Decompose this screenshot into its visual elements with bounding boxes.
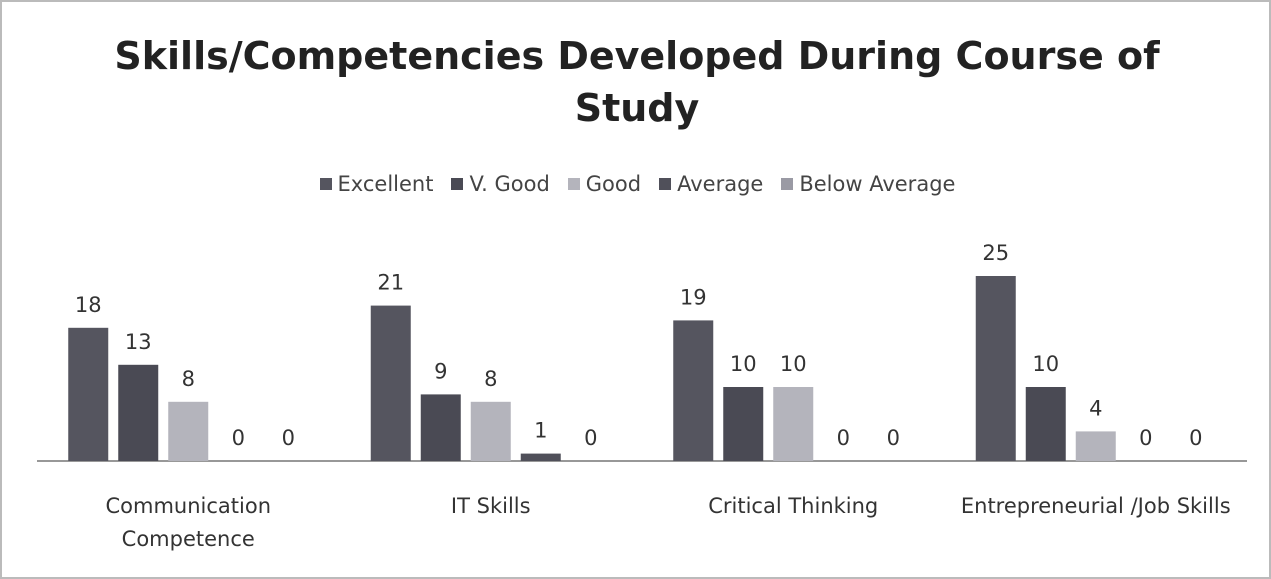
data-label: 13 bbox=[125, 330, 152, 354]
legend-label: V. Good bbox=[469, 172, 550, 196]
data-label: 21 bbox=[377, 271, 404, 295]
data-label: 4 bbox=[1089, 396, 1102, 420]
data-label: 0 bbox=[584, 426, 597, 450]
legend-label: Excellent bbox=[337, 172, 434, 196]
data-label: 10 bbox=[1032, 352, 1059, 376]
legend-item: Average bbox=[659, 172, 763, 196]
data-label: 9 bbox=[434, 359, 447, 383]
legend-swatch bbox=[781, 178, 794, 190]
data-label: 19 bbox=[680, 285, 707, 309]
data-label: 0 bbox=[887, 426, 900, 450]
legend-swatch bbox=[567, 178, 580, 190]
bar bbox=[773, 387, 814, 461]
x-tick-label: Communication Competence bbox=[105, 494, 272, 551]
bar bbox=[1025, 387, 1066, 461]
bar bbox=[168, 401, 209, 461]
bar bbox=[470, 401, 511, 461]
data-label: 0 bbox=[282, 426, 295, 450]
legend: Excellent V. Good Good Average Below Average bbox=[2, 172, 1271, 196]
bar bbox=[68, 327, 109, 461]
legend-label: Good bbox=[585, 172, 642, 196]
data-label: 8 bbox=[182, 367, 195, 391]
legend-item: Excellent bbox=[319, 172, 434, 196]
legend-swatch bbox=[319, 178, 332, 190]
data-label: 0 bbox=[1189, 426, 1202, 450]
legend-item: Below Average bbox=[781, 172, 955, 196]
data-label: 10 bbox=[730, 352, 757, 376]
x-tick-label: Critical Thinking bbox=[708, 494, 879, 518]
bar bbox=[420, 394, 461, 461]
data-label: 10 bbox=[780, 352, 807, 376]
legend-label: Below Average bbox=[799, 172, 956, 196]
bar bbox=[370, 305, 411, 461]
bar bbox=[520, 453, 561, 461]
x-tick-label: Entrepreneurial /Job Skills bbox=[960, 494, 1231, 518]
legend-item: Good bbox=[567, 172, 642, 196]
data-label: 18 bbox=[75, 293, 102, 317]
data-label: 8 bbox=[484, 367, 497, 391]
x-tick-label: IT Skills bbox=[450, 494, 531, 518]
bar bbox=[723, 387, 764, 461]
bar bbox=[975, 276, 1016, 461]
legend-item: V. Good bbox=[451, 172, 550, 196]
legend-swatch bbox=[659, 178, 672, 190]
data-label: 0 bbox=[232, 426, 245, 450]
data-label: 1 bbox=[534, 419, 547, 443]
data-label: 0 bbox=[837, 426, 850, 450]
bar bbox=[1075, 431, 1116, 461]
data-label: 25 bbox=[982, 241, 1009, 265]
legend-swatch bbox=[451, 178, 464, 190]
legend-label: Average bbox=[677, 172, 764, 196]
data-label: 0 bbox=[1139, 426, 1152, 450]
bar bbox=[118, 364, 159, 461]
bar bbox=[673, 320, 714, 461]
chart-title: Skills/Competencies Developed During Cou… bbox=[114, 34, 1160, 130]
